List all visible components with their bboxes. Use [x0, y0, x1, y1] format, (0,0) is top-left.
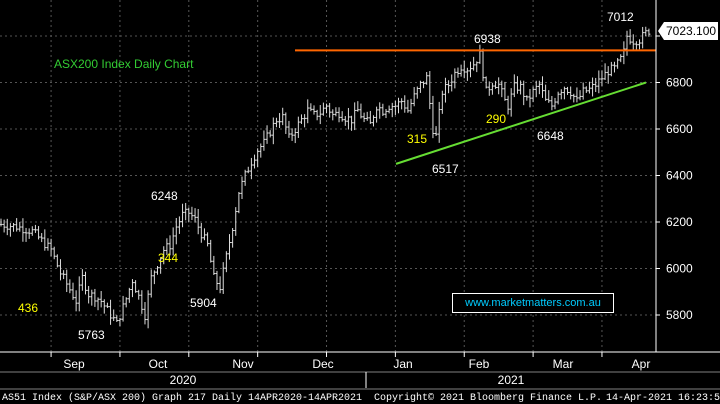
price-bars	[0, 26, 651, 329]
annotation-label: 6248	[151, 189, 178, 203]
x-tick-label: Feb	[469, 357, 490, 371]
annotation-label: 5763	[78, 328, 105, 342]
x-tick-label: Mar	[553, 357, 574, 371]
annotation-label: 5904	[190, 296, 217, 310]
support-trendline	[395, 81, 647, 165]
x-tick-label: Jan	[393, 357, 412, 371]
annotation-label: 6517	[432, 162, 459, 176]
y-tick-label: 6600	[666, 122, 693, 136]
x-axis: Sep Oct Nov Dec Jan Feb Mar Apr 2020 2021	[0, 351, 720, 390]
annotations: 6248 344 5904 436 5763 6938 315 6517 290 6648 7012	[18, 10, 634, 342]
footer-center: Copyright© 2021 Bloomberg Finance L.P.	[374, 392, 602, 404]
last-price-label: 7023.100	[666, 24, 716, 38]
grid-lines	[0, 0, 656, 352]
y-tick-label: 6400	[666, 169, 693, 183]
y-tick-label: 6000	[666, 262, 693, 276]
x-tick-label: Apr	[632, 357, 651, 371]
annotation-label: 315	[407, 132, 427, 146]
x-year-label: 2021	[498, 373, 525, 387]
x-tick-label: Nov	[232, 357, 253, 371]
footer-right: 14-Apr-2021 16:23:51	[606, 393, 720, 404]
annotation-label: 344	[158, 251, 178, 265]
chart-title: ASX200 Index Daily Chart	[54, 57, 194, 71]
x-tick-label: Dec	[312, 357, 333, 371]
y-tick-label: 6200	[666, 215, 693, 229]
footer-left: AS51 Index (S&P/ASX 200) Graph 217 Daily…	[2, 392, 362, 404]
annotation-label: 436	[18, 301, 38, 315]
annotation-label: 290	[486, 112, 506, 126]
x-year-label: 2020	[170, 373, 197, 387]
annotation-label: 6938	[474, 32, 501, 46]
y-tick-label: 6800	[666, 76, 693, 90]
x-tick-label: Oct	[149, 357, 168, 371]
annotation-label: 6648	[537, 129, 564, 143]
last-price-box	[658, 22, 718, 40]
watermark-url: www.marketmatters.com.au	[452, 293, 614, 313]
y-tick-label: 5800	[666, 308, 693, 322]
annotation-label: 7012	[607, 10, 634, 24]
x-tick-label: Sep	[63, 357, 85, 371]
last-price-tag: 7023.100	[658, 22, 718, 40]
